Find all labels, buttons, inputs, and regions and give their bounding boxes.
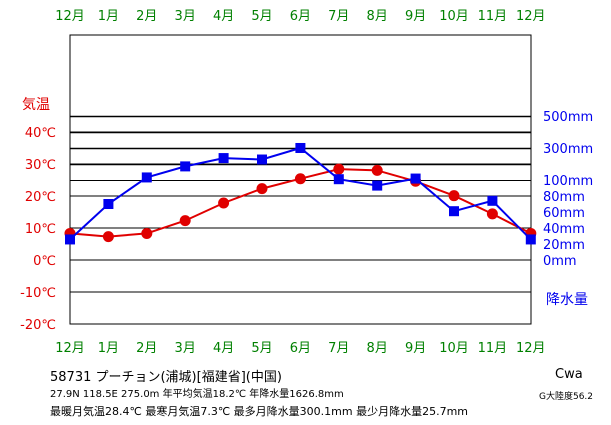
month-label-top: 10月 — [439, 9, 469, 24]
month-label-top: 3月 — [175, 9, 196, 24]
station-extremes: 最暖月気温28.4℃ 最寒月気温7.3℃ 最多月降水量300.1mm 最少月降水… — [50, 405, 469, 418]
month-label-bottom: 1月 — [98, 341, 119, 356]
month-label-top: 9月 — [405, 9, 426, 24]
right-axis-tick: 60mm — [543, 206, 585, 221]
month-label-top: 7月 — [328, 9, 349, 24]
precipitation-point — [65, 234, 75, 245]
temperature-point — [294, 173, 306, 185]
left-axis-tick: -20℃ — [20, 318, 56, 333]
data-series — [64, 142, 537, 245]
left-axis-tick: 30℃ — [25, 158, 56, 173]
month-label-bottom: 2月 — [136, 341, 157, 356]
precipitation-point — [218, 153, 229, 164]
month-label-bottom: 5月 — [251, 341, 272, 356]
month-label-top: 1月 — [98, 9, 119, 24]
precipitation-point — [525, 234, 536, 245]
precipitation-point — [257, 154, 267, 165]
month-label-top: 12月 — [516, 9, 546, 24]
precipitation-line — [69, 146, 532, 241]
precipitation-point — [180, 161, 191, 172]
precipitation-point — [333, 174, 344, 185]
temperature-point — [102, 231, 114, 243]
left-axis-tick: 10℃ — [25, 222, 56, 237]
temperature-point — [256, 183, 268, 195]
precipitation-point — [372, 180, 383, 191]
precipitation-point — [295, 142, 306, 153]
month-label-bottom: 7月 — [328, 341, 349, 356]
left-axis-tick: 0℃ — [33, 254, 56, 269]
precipitation-point — [410, 173, 421, 184]
month-label-bottom: 4月 — [213, 341, 234, 356]
month-label-bottom: 9月 — [405, 341, 426, 356]
month-label-bottom: 12月 — [516, 341, 546, 356]
month-label-bottom: 11月 — [478, 341, 508, 356]
month-label-bottom: 6月 — [290, 341, 311, 356]
month-label-top: 6月 — [290, 9, 311, 24]
plot-frame — [69, 34, 532, 325]
month-label-top: 5月 — [251, 9, 272, 24]
right-axis-tick: 40mm — [543, 222, 585, 237]
precipitation-point — [487, 195, 498, 206]
month-label-bottom: 10月 — [439, 341, 469, 356]
temperature-point — [486, 208, 498, 220]
temperature-point — [141, 227, 153, 239]
month-label-top: 4月 — [213, 9, 234, 24]
precipitation-point — [103, 199, 114, 209]
continentality-index: G大陸度56.2 — [539, 392, 594, 402]
month-label-top: 8月 — [367, 9, 388, 24]
right-axis-tick: 100mm — [543, 174, 593, 189]
month-label-bottom: 12月 — [55, 341, 85, 356]
right-axis-tick: 20mm — [543, 238, 585, 253]
axis-labels: 12月 12月 1月 1月 2月 2月 3月 3月 4月 4月 5月 5月 6月 6月 7月 7月 8月 8月 9月… — [20, 9, 593, 356]
station-summary: 27.9N 118.5E 275.0m 年平均気温18.2℃ 年降水量1626.… — [50, 389, 344, 400]
left-axis-tick: 20℃ — [25, 190, 56, 205]
station-title: 58731 プーチョン(浦城)[福建省](中国) — [50, 370, 282, 385]
temperature-point — [371, 164, 383, 176]
right-axis-tick: 0mm — [543, 254, 577, 269]
month-label-bottom: 3月 — [175, 341, 196, 356]
left-axis-title: 気温 — [22, 97, 50, 113]
month-label-top: 2月 — [136, 9, 157, 24]
precipitation-point — [449, 206, 459, 217]
climate-class: Cwa — [555, 367, 583, 382]
month-label-bottom: 8月 — [367, 341, 388, 356]
temperature-point — [333, 163, 345, 175]
temperature-point — [448, 190, 460, 202]
temperature-point — [218, 197, 230, 209]
right-axis-tick: 300mm — [543, 142, 593, 157]
right-axis-tick: 500mm — [543, 110, 593, 125]
left-axis-tick: -10℃ — [20, 286, 56, 301]
temperature-point — [179, 215, 191, 227]
precipitation-point — [141, 172, 152, 183]
right-axis-title: 降水量 — [546, 292, 588, 308]
month-label-top: 12月 — [55, 9, 85, 24]
right-axis-tick: 80mm — [543, 190, 585, 205]
month-label-top: 11月 — [478, 9, 508, 24]
left-axis-tick: 40℃ — [25, 126, 56, 141]
